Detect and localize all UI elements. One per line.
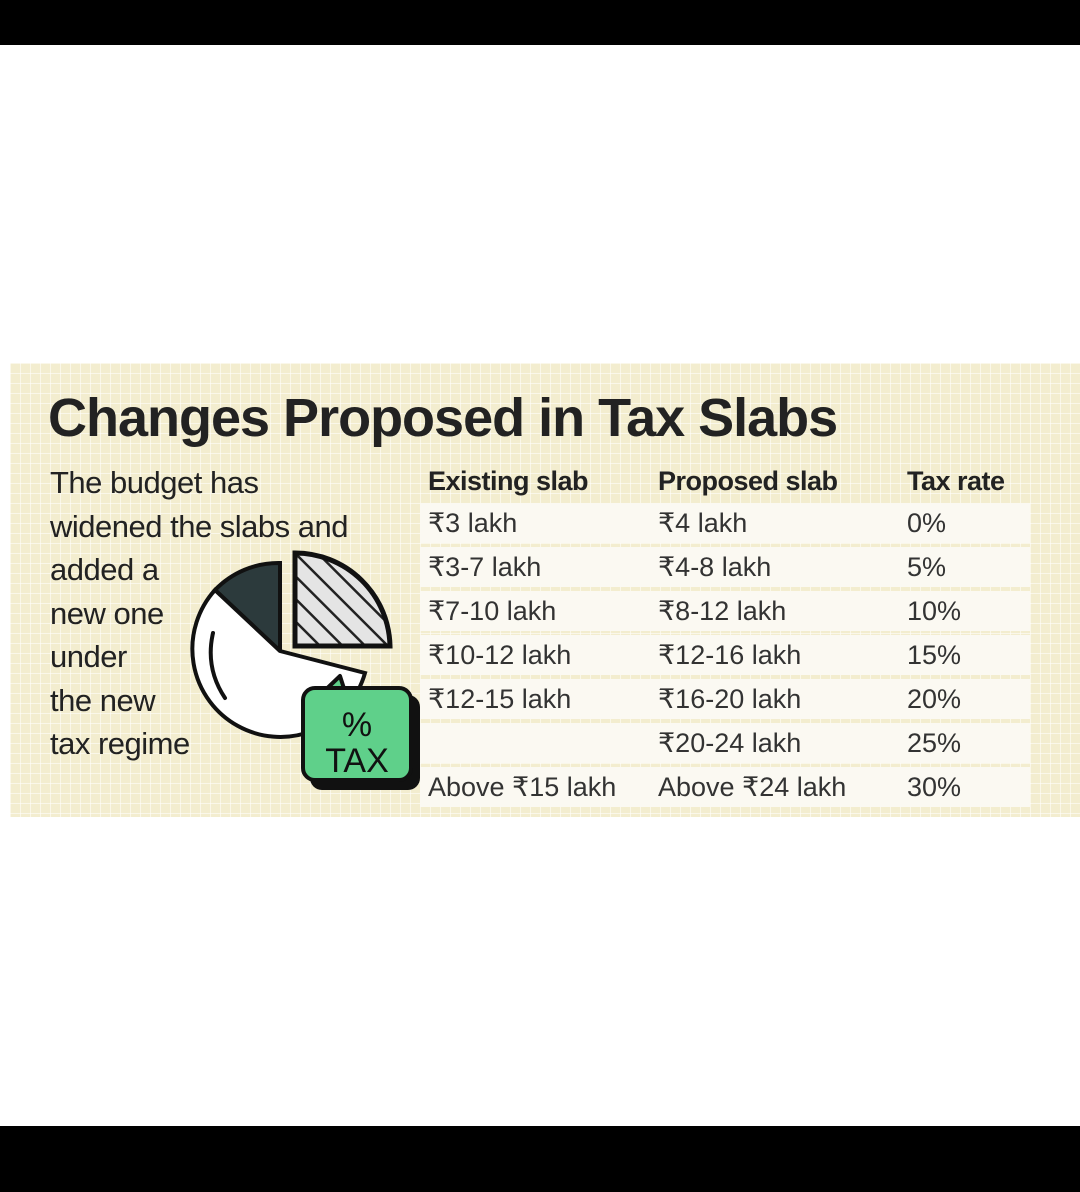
blurb-line: under [50, 639, 127, 674]
tax-rate-cell: 5% [907, 551, 947, 582]
tax-rate-cell: 20% [907, 683, 962, 714]
table-row: ₹3-7 lakh ₹4-8 lakh 5% [420, 547, 1030, 587]
tax-rate-cell: 15% [907, 639, 962, 670]
blurb-line: The budget has [50, 465, 259, 500]
tax-slab-table: Existing slab Proposed slab Tax rate ₹3 … [420, 459, 1030, 811]
existing-slab-cell: ₹7-10 lakh [428, 595, 557, 626]
proposed-slab-cell: ₹8-12 lakh [658, 595, 787, 626]
tax-rate-cell: 30% [907, 771, 962, 802]
blurb-line: the new [50, 682, 156, 718]
bottom-black-bar [0, 1126, 1080, 1192]
header-proposed-slab: Proposed slab [658, 465, 838, 496]
proposed-slab-cell: ₹4-8 lakh [658, 551, 772, 582]
table-row: ₹10-12 lakh ₹12-16 lakh 15% [420, 635, 1030, 675]
existing-slab-cell: Above ₹15 lakh [428, 771, 617, 802]
header-tax-rate: Tax rate [907, 465, 1005, 496]
blurb-line: tax regime [50, 726, 190, 761]
tax-badge-icon: % TAX [301, 674, 420, 790]
table-row: Above ₹15 lakh Above ₹24 lakh 30% [420, 767, 1030, 807]
blurb-line: new one [50, 595, 164, 631]
table-header: Existing slab Proposed slab Tax rate [420, 459, 1030, 503]
proposed-slab-cell: ₹16-20 lakh [658, 683, 802, 714]
existing-slab-cell: ₹3 lakh [428, 507, 518, 538]
existing-slab-cell: ₹3-7 lakh [428, 551, 542, 582]
blurb-line: widened the slabs and [50, 508, 349, 544]
blurb-line: added a [50, 552, 159, 587]
badge-label: TAX [325, 742, 389, 780]
table-row: ₹20-24 lakh 25% [420, 723, 1030, 763]
existing-slab-cell: ₹10-12 lakh [428, 639, 572, 670]
proposed-slab-cell: ₹20-24 lakh [658, 727, 802, 758]
tax-rate-cell: 10% [907, 595, 962, 626]
tax-rate-cell: 0% [907, 507, 947, 538]
proposed-slab-cell: ₹4 lakh [658, 507, 748, 538]
description-text: The budget has widened the slabs and add… [50, 461, 380, 766]
pie-chart-icon: % TAX [190, 550, 420, 790]
tax-rate-cell: 25% [907, 727, 962, 758]
infographic-card: Changes Proposed in Tax Slabs The budget… [10, 363, 1080, 817]
table-row: ₹12-15 lakh ₹16-20 lakh 20% [420, 679, 1030, 719]
page-title: Changes Proposed in Tax Slabs [48, 388, 838, 448]
badge-percent: % [342, 706, 372, 744]
proposed-slab-cell: ₹12-16 lakh [658, 639, 802, 670]
proposed-slab-cell: Above ₹24 lakh [658, 771, 847, 802]
table-row: ₹3 lakh ₹4 lakh 0% [420, 503, 1030, 543]
top-black-bar [0, 0, 1080, 45]
header-existing-slab: Existing slab [428, 465, 589, 496]
existing-slab-cell: ₹12-15 lakh [428, 683, 572, 714]
table-row: ₹7-10 lakh ₹8-12 lakh 10% [420, 591, 1030, 631]
